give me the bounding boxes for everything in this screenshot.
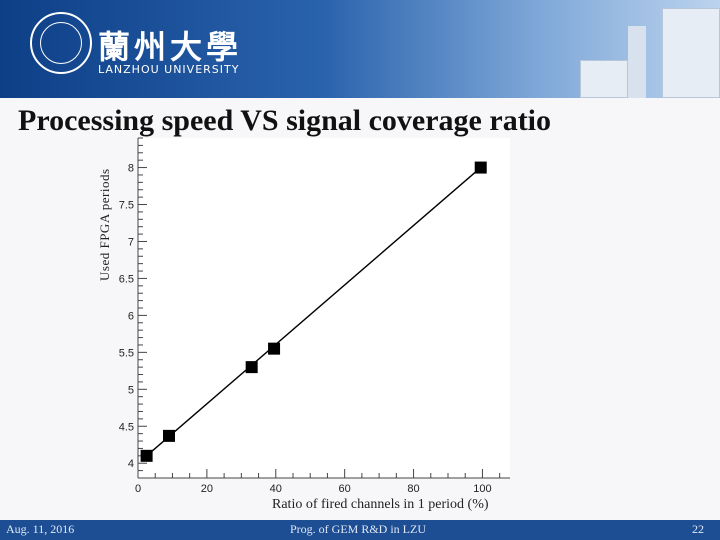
university-logo-en: LANZHOU UNIVERSITY (98, 63, 240, 76)
x-tick-label: 100 (473, 483, 491, 495)
x-axis-label: Ratio of fired channels in 1 period (%) (272, 497, 489, 512)
tick-labels: 0 20 40 60 80 100 4 4.5 5 5.5 6 6.5 7 7.5 8 (119, 163, 492, 495)
x-tick-label: 60 (339, 483, 351, 495)
footer-date: Aug. 11, 2016 (6, 522, 75, 536)
footer-bar (0, 520, 720, 540)
axes (137, 138, 510, 479)
y-tick-label: 5.5 (119, 347, 134, 359)
footer-title: Prog. of GEM R&D in LZU (290, 522, 426, 536)
x-tick-label: 0 (135, 483, 141, 495)
building-main (662, 8, 720, 98)
y-tick-label: 7.5 (119, 200, 134, 212)
y-axis-label: Used FPGA periods (97, 168, 112, 281)
data-point (268, 342, 281, 355)
building-tower (628, 26, 646, 98)
y-tick-label: 7 (128, 236, 134, 248)
y-tick-label: 6.5 (119, 273, 134, 285)
data-points (140, 161, 487, 462)
data-point (245, 361, 258, 374)
tick-marks (137, 137, 501, 479)
data-point (140, 449, 153, 462)
university-seal-icon (30, 12, 92, 74)
fit-line-layer (146, 167, 482, 457)
data-point (474, 161, 487, 174)
x-tick-label: 40 (270, 483, 282, 495)
y-tick-label: 4 (128, 458, 134, 470)
y-tick-label: 4.5 (119, 421, 134, 433)
x-tick-label: 20 (201, 483, 213, 495)
page-number: 22 (692, 522, 704, 536)
y-tick-label: 5 (128, 384, 134, 396)
building-low (580, 60, 628, 98)
x-tick-label: 80 (407, 483, 419, 495)
plot-area (138, 138, 510, 478)
y-tick-label: 6 (128, 310, 134, 322)
fit-line (146, 167, 482, 457)
slide-title: Processing speed VS signal coverage rati… (18, 104, 552, 137)
data-point (163, 429, 175, 442)
header-banner: 蘭州大學 LANZHOU UNIVERSITY (0, 0, 720, 98)
university-logo-cn: 蘭州大學 (98, 28, 243, 66)
seal-inner-ring (40, 22, 82, 64)
y-tick-label: 8 (128, 163, 134, 175)
